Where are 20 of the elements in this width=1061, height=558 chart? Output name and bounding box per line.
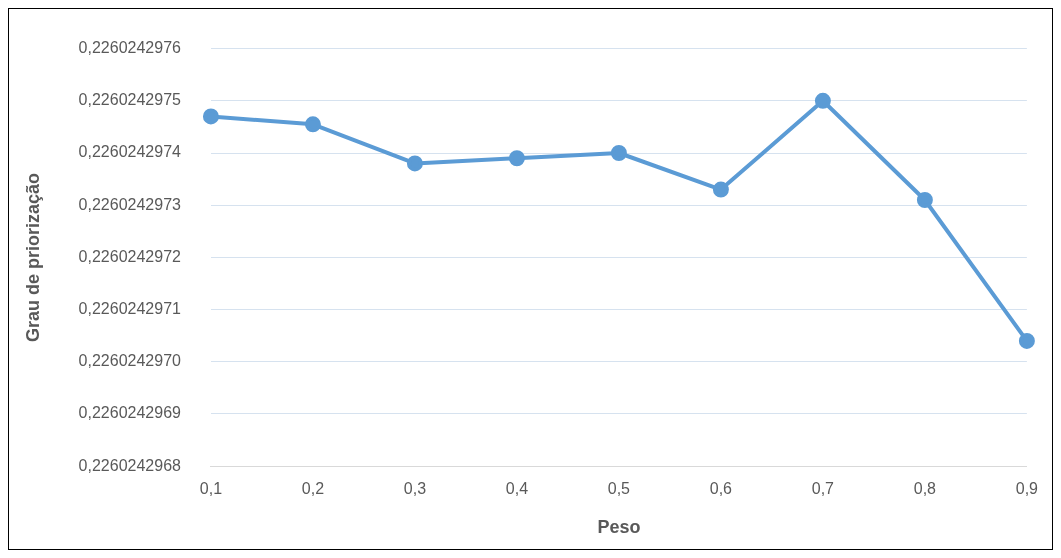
y-tick-label: 0,2260242968	[78, 456, 182, 474]
y-tick-label: 0,2260242973	[78, 195, 182, 213]
x-tick-label: 0,8	[913, 480, 937, 498]
y-tick-label: 0,2260242970	[78, 352, 182, 370]
x-tick-label: 0,2	[301, 480, 325, 498]
y-tick-label: 0,2260242972	[78, 247, 182, 265]
y-tick-label: 0,2260242974	[78, 143, 182, 161]
y-tick-label: 0,2260242975	[78, 91, 182, 109]
x-tick-label: 0,4	[505, 480, 529, 498]
x-tick-label: 0,7	[811, 480, 835, 498]
y-tick-label: 0,2260242976	[78, 39, 182, 57]
y-tick-label: 0,2260242971	[78, 300, 182, 318]
x-tick-label: 0,5	[607, 480, 631, 498]
x-tick-label: 0,1	[199, 480, 223, 498]
x-axis-title: Peso	[597, 517, 641, 538]
y-axis-title: Grau de priorização	[22, 172, 43, 342]
x-tick-label: 0,3	[403, 480, 427, 498]
x-tick-label: 0,6	[709, 480, 733, 498]
y-tick-label: 0,2260242969	[78, 404, 182, 422]
x-tick-label: 0,9	[1015, 480, 1039, 498]
